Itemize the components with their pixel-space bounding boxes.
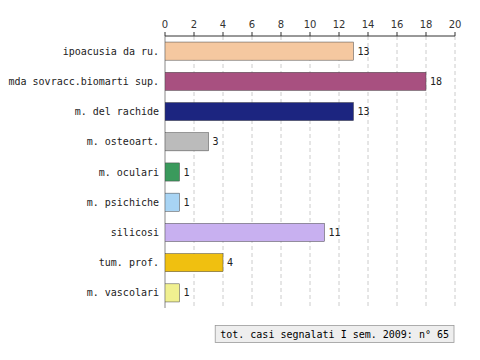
data-label: 3 bbox=[213, 136, 219, 147]
category-label: m. oculari bbox=[99, 167, 159, 178]
data-label: 1 bbox=[184, 197, 190, 208]
category-label: mda sovracc.biomarti sup. bbox=[8, 76, 159, 87]
tick-mark bbox=[310, 32, 311, 36]
bar bbox=[165, 223, 325, 241]
tick-mark bbox=[455, 32, 456, 36]
tick-label: 20 bbox=[449, 19, 462, 30]
bar bbox=[165, 193, 180, 211]
data-label: 1 bbox=[184, 287, 190, 298]
data-label: 11 bbox=[329, 227, 341, 238]
category-label: silicosi bbox=[111, 227, 159, 238]
tick-mark bbox=[339, 32, 340, 36]
data-label: 18 bbox=[430, 76, 442, 87]
data-label: 4 bbox=[227, 257, 233, 268]
tick-label: 6 bbox=[249, 19, 255, 30]
tick-mark bbox=[252, 32, 253, 36]
data-label: 1 bbox=[184, 167, 190, 178]
tick-label: 18 bbox=[420, 19, 433, 30]
tick-label: 2 bbox=[191, 19, 197, 30]
bar bbox=[165, 254, 223, 272]
bar bbox=[165, 102, 354, 120]
category-label: m. del rachide bbox=[75, 106, 159, 117]
category-label: m. psichiche bbox=[87, 197, 159, 208]
bar bbox=[165, 163, 180, 181]
tick-label: 16 bbox=[391, 19, 404, 30]
annotation-box bbox=[215, 326, 454, 343]
tick-label: 4 bbox=[220, 19, 226, 30]
category-label: m. vascolari bbox=[87, 287, 159, 298]
bar bbox=[165, 284, 180, 302]
tick-mark bbox=[426, 32, 427, 36]
tick-label: 14 bbox=[362, 19, 375, 30]
tick-label: 8 bbox=[278, 19, 284, 30]
category-label: ipoacusia da ru. bbox=[63, 46, 159, 57]
data-label: 13 bbox=[358, 106, 370, 117]
tick-label: 12 bbox=[333, 19, 346, 30]
bar bbox=[165, 133, 209, 151]
tick-mark bbox=[281, 32, 282, 36]
chart: ipoacusia da ru.13mda sovracc.biomarti s… bbox=[0, 0, 480, 360]
bars bbox=[165, 42, 426, 302]
tick-mark bbox=[165, 32, 166, 36]
annotation: tot. casi segnalati I sem. 2009: n° 65 bbox=[220, 329, 449, 340]
tick-mark bbox=[194, 32, 195, 36]
tick-mark bbox=[397, 32, 398, 36]
category-label: tum. prof. bbox=[99, 257, 159, 268]
grid-line bbox=[455, 36, 456, 308]
data-label: 13 bbox=[358, 46, 370, 57]
tick-mark bbox=[223, 32, 224, 36]
tick-label: 10 bbox=[304, 19, 317, 30]
tick-mark bbox=[368, 32, 369, 36]
bar bbox=[165, 72, 426, 90]
bar bbox=[165, 42, 354, 60]
category-label: m. osteoart. bbox=[87, 136, 159, 147]
tick-label: 0 bbox=[162, 19, 168, 30]
